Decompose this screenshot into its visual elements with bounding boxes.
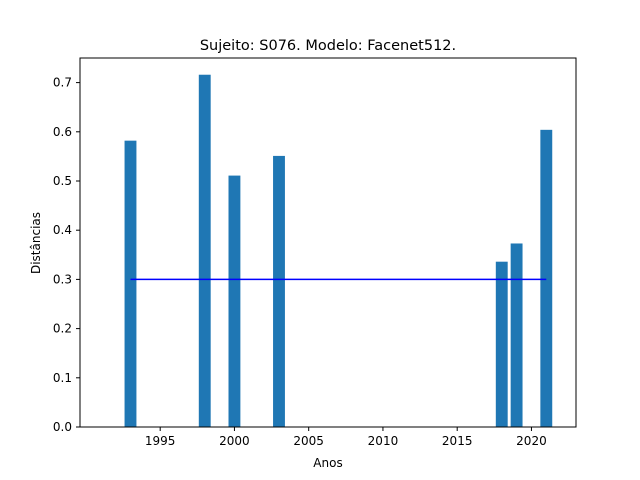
y-tick-label-0.3: 0.3 bbox=[53, 272, 72, 286]
y-tick-label-0.4: 0.4 bbox=[53, 223, 72, 237]
y-axis: 0.0 0.1 0.2 0.3 0.4 0.5 0.6 0.7 bbox=[53, 76, 80, 434]
y-tick-label-0.1: 0.1 bbox=[53, 371, 72, 385]
x-tick-label-2000: 2000 bbox=[219, 434, 250, 448]
bar-2018 bbox=[495, 261, 508, 427]
y-tick-label-0: 0.0 bbox=[53, 420, 72, 434]
y-axis-label: Distâncias bbox=[29, 212, 43, 274]
y-tick-label-0.7: 0.7 bbox=[53, 76, 72, 90]
x-tick-label-1995: 1995 bbox=[145, 434, 176, 448]
x-tick-label-2020: 2020 bbox=[516, 434, 547, 448]
x-axis: 1995 2000 2005 2010 2015 2020 bbox=[145, 427, 547, 448]
bar-2003 bbox=[273, 155, 285, 427]
y-tick-label-0.2: 0.2 bbox=[53, 322, 72, 336]
bar-2000 bbox=[228, 175, 241, 427]
chart-title: Sujeito: S076. Modelo: Facenet512. bbox=[200, 38, 456, 54]
x-tick-label-2015: 2015 bbox=[442, 434, 473, 448]
bars-group bbox=[124, 74, 553, 427]
bar-1998 bbox=[198, 74, 211, 427]
y-tick-label-0.5: 0.5 bbox=[53, 174, 72, 188]
plot-frame bbox=[79, 57, 577, 428]
bar-2021 bbox=[540, 129, 553, 427]
x-tick-label-2010: 2010 bbox=[368, 434, 399, 448]
x-tick-label-2005: 2005 bbox=[293, 434, 324, 448]
x-axis-label: Anos bbox=[313, 456, 342, 470]
bar-2019 bbox=[510, 243, 523, 427]
bar-1993 bbox=[124, 140, 137, 427]
y-tick-label-0.6: 0.6 bbox=[53, 125, 72, 139]
